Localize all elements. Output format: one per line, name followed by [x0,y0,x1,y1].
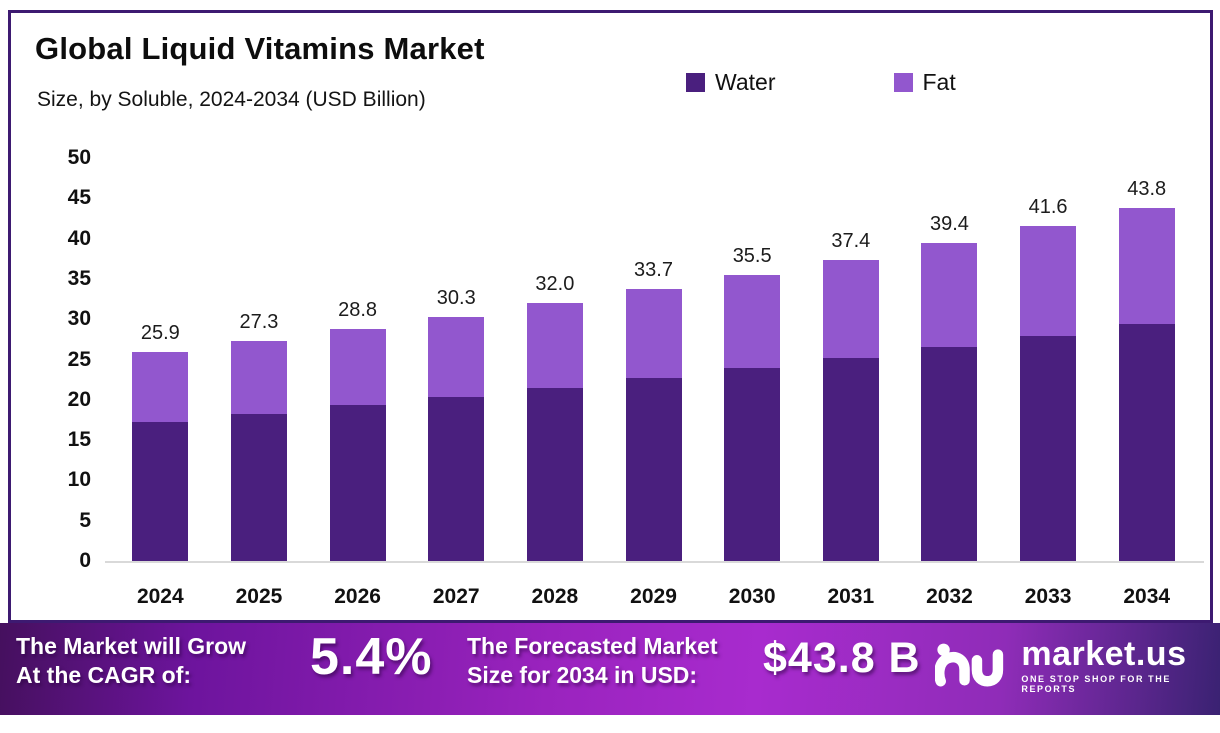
y-tick-label: 35 [67,266,91,290]
bar-segment-water [230,413,287,561]
x-tick-label: 2029 [630,585,677,608]
x-axis-line [105,561,1204,563]
x-tick-label: 2027 [432,585,480,608]
chart-card: Global Liquid Vitamins Market Size, by S… [8,10,1213,623]
legend: Water Fat [686,69,956,96]
bar-column: 41.6 [999,158,1098,561]
bar-value-label: 35.5 [732,244,772,267]
bar-value-label: 37.4 [831,229,871,252]
bar-segment-fat [1118,207,1175,325]
market-us-logo-icon [935,643,1004,686]
bar-segment-water [921,347,978,561]
bar-column: 43.8 [1097,158,1196,561]
fat-swatch-icon [893,73,913,92]
bar-value-label: 32.0 [535,273,575,296]
y-tick-label: 40 [67,226,91,250]
bar-segment-fat [921,243,978,348]
x-tick-label: 2024 [136,585,184,608]
forecast-label: The Forecasted Market Size for 2034 in U… [467,632,718,690]
page-title: Global Liquid Vitamins Market [35,31,485,66]
bar-segment-water [329,405,386,561]
x-tick-label: 2028 [531,585,579,608]
bar-segment-fat [230,340,287,414]
bar-value-label: 41.6 [1028,195,1068,218]
forecast-value: $43.8 B [763,634,921,682]
bar-segment-fat [822,259,879,358]
bar-segment-fat [1020,225,1077,337]
y-tick-label: 45 [67,186,91,210]
bar-column: 37.4 [801,158,900,561]
bar-column: 25.9 [111,158,210,561]
brand-name: market.us [1021,635,1187,673]
forecast-label-line1: The Forecasted Market [467,633,718,659]
legend-item-water: Water [686,69,776,96]
x-tick-label: 2031 [827,585,875,608]
bar-segment-water [724,368,781,561]
bar-segment-water [625,378,682,561]
cagr-label-line1: The Market will Grow [16,633,247,659]
plot-area: 25.9 27.3 28.8 30.3 32.0 33.7 35.5 37.4 39.4 41.6… [105,158,1204,563]
forecast-label-line2: Size for 2034 in USD: [467,662,698,688]
y-axis: 0 5 10 15 20 25 30 35 40 45 50 [41,147,91,572]
y-tick-label: 0 [79,549,91,572]
bar-segment-fat [724,274,781,369]
x-tick-label: 2025 [235,585,283,608]
x-axis: 2024 2025 2026 2027 2028 2029 2030 2031 2032 2033… [111,585,1196,609]
bar-column: 39.4 [900,158,999,561]
bar-segment-fat [625,289,682,379]
bar-segment-fat [329,328,386,406]
bar-segment-water [428,396,485,561]
bar-value-label: 27.3 [239,310,279,333]
bars-container: 25.9 27.3 28.8 30.3 32.0 33.7 35.5 37.4 39.4 41.6… [111,158,1196,561]
bar-column: 30.3 [407,158,506,561]
bar-column: 27.3 [210,158,309,561]
bar-segment-water [1020,336,1077,561]
bar-segment-fat [526,303,583,388]
cagr-value: 5.4% [310,628,433,686]
y-tick-label: 50 [67,146,91,169]
cagr-label: The Market will Grow At the CAGR of: [16,632,246,690]
bar-value-label: 28.8 [338,298,378,321]
bar-value-label: 43.8 [1127,177,1167,200]
brand-logo: market.us ONE STOP SHOP FOR THE REPORTS [935,637,1220,694]
y-tick-label: 15 [67,428,91,452]
y-tick-label: 25 [67,347,91,371]
footer-banner: The Market will Grow At the CAGR of: 5.4… [0,623,1220,715]
bar-segment-water [822,357,879,561]
x-tick-label: 2030 [728,585,776,608]
bar-segment-water [1118,324,1175,561]
legend-label: Fat [922,69,956,95]
bar-column: 33.7 [604,158,703,561]
bar-value-label: 33.7 [634,259,673,282]
x-tick-label: 2034 [1123,585,1171,608]
y-tick-label: 20 [67,387,91,411]
bar-value-label: 25.9 [140,322,180,345]
bar-column: 35.5 [703,158,802,561]
legend-item-fat: Fat [893,69,956,96]
y-tick-label: 10 [67,468,91,492]
y-tick-label: 5 [79,508,91,532]
bar-value-label: 30.3 [436,286,476,309]
bar-segment-water [526,387,583,561]
bar-column: 32.0 [506,158,605,561]
brand-text: market.us ONE STOP SHOP FOR THE REPORTS [1021,637,1220,694]
bar-value-label: 39.4 [929,213,969,236]
x-tick-label: 2026 [334,585,381,608]
bar-segment-fat [132,352,189,422]
page-subtitle: Size, by Soluble, 2024-2034 (USD Billion… [37,88,426,111]
legend-label: Water [715,69,776,95]
x-tick-label: 2033 [1024,585,1072,608]
y-tick-label: 30 [67,307,91,331]
bar-column: 28.8 [308,158,407,561]
bar-segment-fat [428,316,485,397]
cagr-label-line2: At the CAGR of: [16,662,192,688]
bar-segment-water [132,421,189,561]
brand-tagline: ONE STOP SHOP FOR THE REPORTS [1021,674,1171,694]
water-swatch-icon [686,73,705,92]
x-tick-label: 2032 [926,585,973,608]
